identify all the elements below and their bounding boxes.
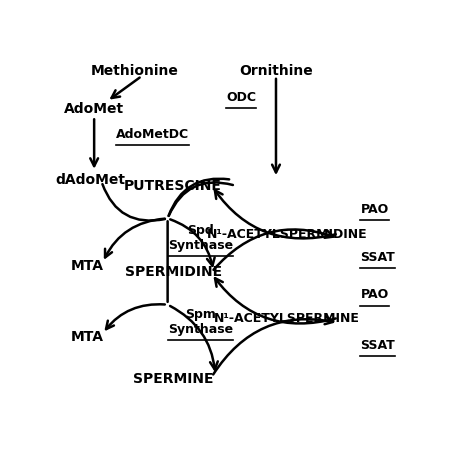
Text: SSAT: SSAT: [360, 251, 395, 264]
Text: N¹-ACETYLSPERMIDINE: N¹-ACETYLSPERMIDINE: [207, 228, 367, 241]
Text: Methionine: Methionine: [91, 64, 179, 78]
Text: MTA: MTA: [70, 259, 103, 273]
Text: N¹-ACETYLSPERMINE: N¹-ACETYLSPERMINE: [214, 312, 360, 325]
Text: SPERMINE: SPERMINE: [133, 372, 213, 386]
Text: Spd
Synthase: Spd Synthase: [168, 224, 233, 252]
Text: Spm
Synthase: Spm Synthase: [168, 308, 233, 336]
Text: ODC: ODC: [227, 90, 256, 104]
Text: dAdoMet: dAdoMet: [55, 173, 126, 187]
Text: SPERMIDINE: SPERMIDINE: [125, 265, 222, 279]
Text: PAO: PAO: [360, 203, 389, 216]
Text: SSAT: SSAT: [360, 339, 395, 351]
Text: Ornithine: Ornithine: [239, 64, 313, 78]
Text: PAO: PAO: [360, 288, 389, 301]
Text: AdoMetDC: AdoMetDC: [116, 128, 189, 140]
Text: AdoMet: AdoMet: [64, 102, 124, 117]
Text: MTA: MTA: [70, 330, 103, 344]
Text: PUTRESCINE: PUTRESCINE: [124, 179, 222, 193]
